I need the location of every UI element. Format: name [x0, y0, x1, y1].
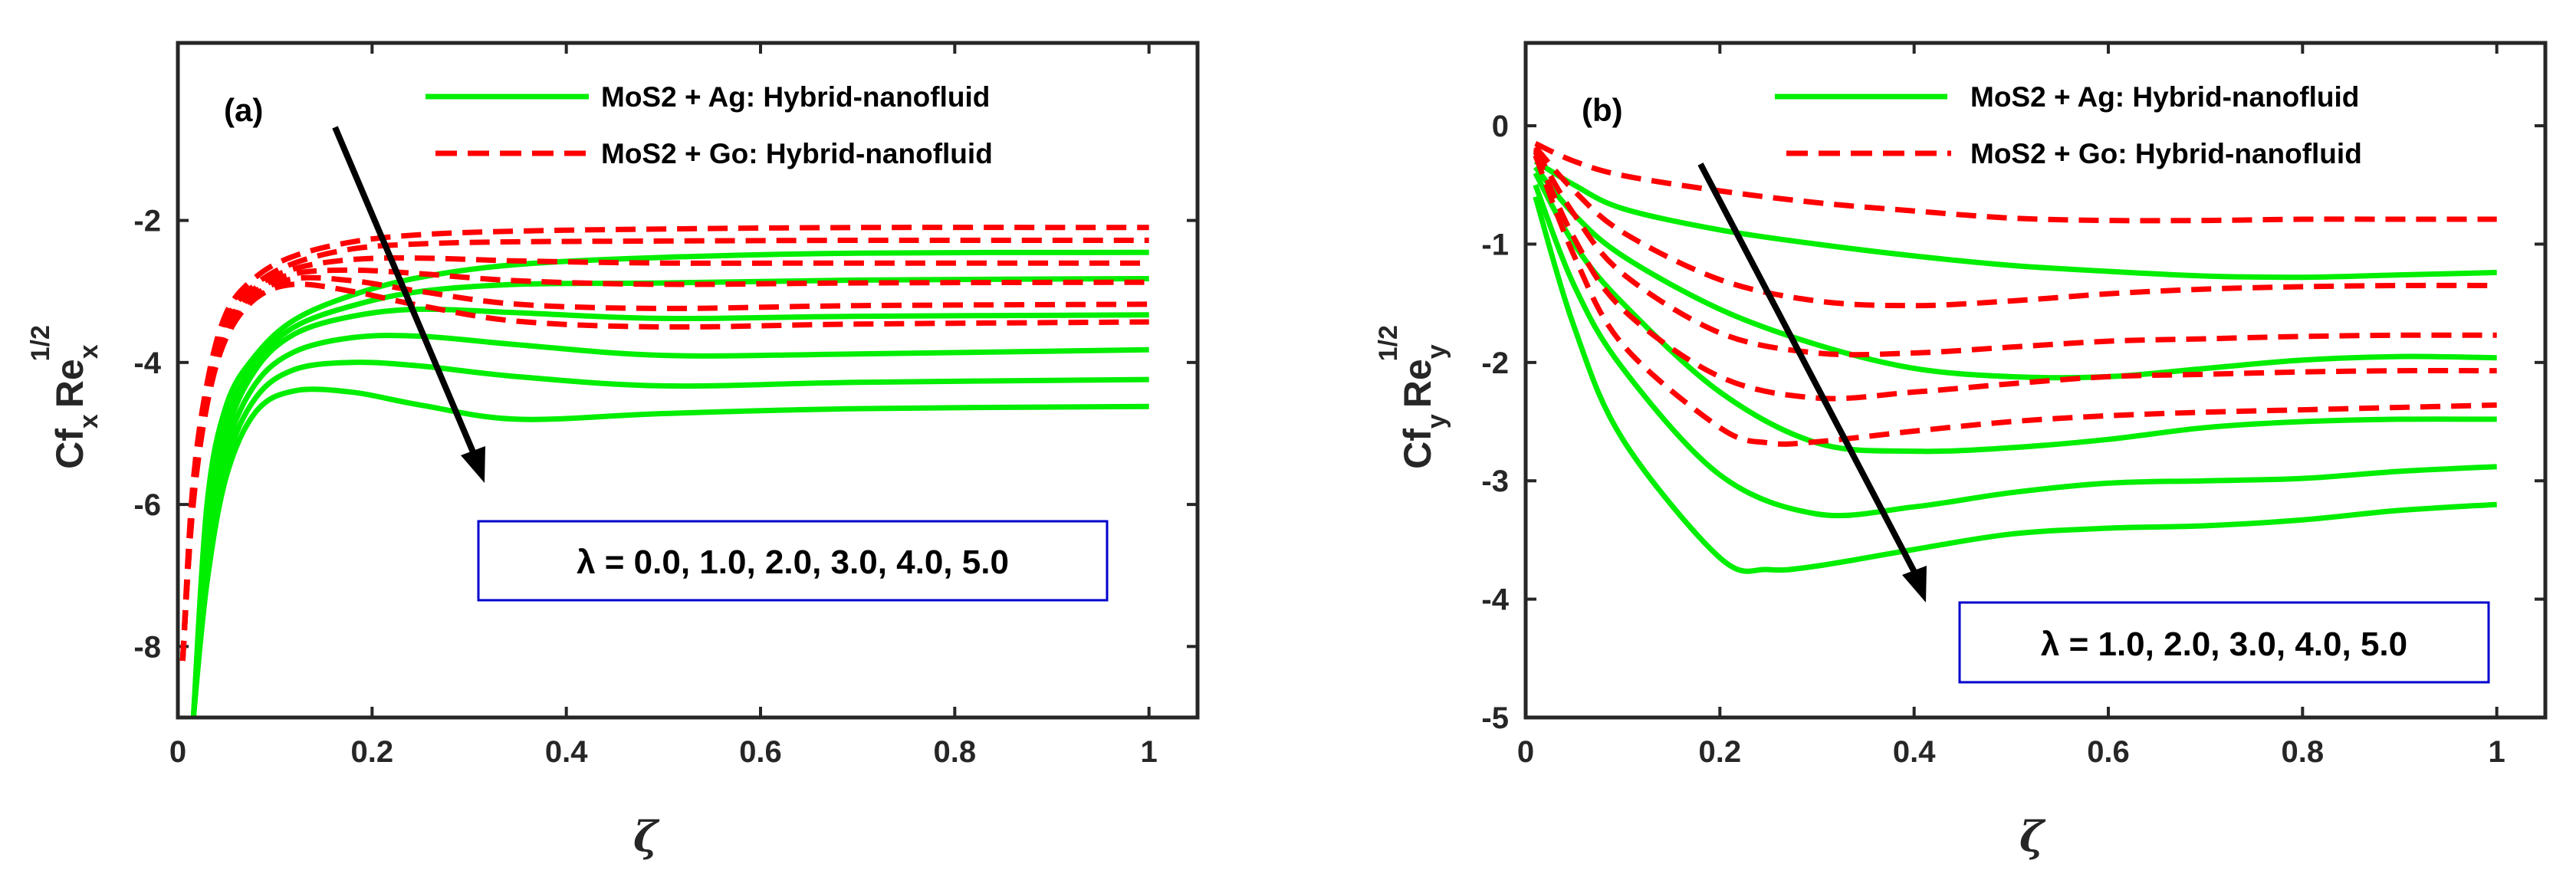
panel-a-ytick-label: -8	[133, 630, 161, 664]
legend-go-label: MoS2 + Go: Hybrid-nanofluid	[601, 138, 993, 169]
panel-b-series-ag	[1533, 195, 2497, 574]
legend-go-label: MoS2 + Go: Hybrid-nanofluid	[1970, 138, 2362, 169]
panel-a-series-go	[179, 237, 1149, 662]
panel-b-xtick-label: 0.4	[1893, 735, 1936, 769]
panel-b-xtick-label: 1	[2489, 735, 2505, 769]
panel-a-xtick-label: 1	[1141, 735, 1158, 769]
panel-a-lines	[179, 225, 1149, 718]
panel-a-arrow-head	[461, 446, 485, 483]
panel-a-series-ag	[190, 276, 1149, 718]
panel-b-arrow-head	[1902, 566, 1927, 603]
panel-b: (b) CfyRey1/2 ζ 0 0.2 0.4 0.6 0.8 1 -5 -4 -3 -2 -1…	[1374, 41, 2548, 861]
panel-b-ytick-label: -2	[1481, 346, 1509, 380]
panel-b-series-ag	[1533, 184, 2497, 519]
panel-b-lambda-box	[1958, 601, 2490, 684]
panel-b-axes-box	[1523, 41, 2548, 720]
panel-a-legend: MoS2 + Ag: Hybrid-nanofluid MoS2 + Go: H…	[426, 81, 993, 169]
panel-b-series-go	[1533, 150, 2497, 402]
panel-a: (a) CfxRex1/2 ζ 0 0.2 0.4 0.6 0.8 1 -8 -6 -4 -2 M…	[26, 41, 1200, 861]
panel-b-ytick-label: 0	[1492, 110, 1509, 143]
panel-a-ytick-label: -4	[133, 346, 161, 380]
panel-a-xtick-label: 0.8	[934, 735, 977, 769]
panel-a-lambda-text: λ = 0.0, 1.0, 2.0, 3.0, 4.0, 5.0	[577, 543, 1009, 581]
panel-b-ytick-label: -1	[1481, 228, 1509, 261]
panel-b-ytick-label: -4	[1481, 583, 1509, 617]
panel-a-xtick-label: 0	[169, 735, 186, 769]
legend-ag-label: MoS2 + Ag: Hybrid-nanofluid	[1970, 81, 2359, 113]
panel-b-arrow-shaft	[1697, 163, 1918, 575]
panel-a-series-ag	[190, 306, 1149, 718]
panel-a-lambda-box	[477, 520, 1109, 602]
panel-a-ytick-label: -6	[133, 488, 161, 522]
panel-b-ticks: 0 0.2 0.4 0.6 0.8 1 -5 -4 -3 -2 -1 0	[1481, 43, 2545, 769]
panel-a-xtick-label: 0.4	[545, 735, 588, 769]
panel-a-ticks: 0 0.2 0.4 0.6 0.8 1 -8 -6 -4 -2	[133, 43, 1198, 769]
panel-a-arrow-shaft	[332, 126, 477, 455]
panel-b-legend: MoS2 + Ag: Hybrid-nanofluid MoS2 + Go: H…	[1775, 81, 2362, 169]
panel-a-series-ag	[190, 333, 1149, 718]
panel-b-xlabel: ζ	[2019, 812, 2046, 861]
panel-b-series-go	[1533, 145, 2497, 309]
panel-a-xtick-label: 0.2	[351, 735, 394, 769]
panel-a-series-go	[179, 274, 1149, 662]
panel-b-series-ag	[1533, 165, 2497, 381]
panel-b-series-go	[1534, 141, 2497, 224]
panel-a-label: (a)	[224, 92, 263, 128]
panel-b-ytick-label: -5	[1481, 701, 1509, 735]
panel-a-series-ag	[190, 249, 1149, 718]
panel-b-xtick-label: 0.6	[2087, 735, 2130, 769]
panel-b-series-go	[1533, 154, 2497, 447]
panel-a-ylabel: CfxRex1/2	[26, 325, 104, 469]
panel-b-series-go	[1533, 148, 2497, 358]
panel-b-label: (b)	[1582, 92, 1623, 128]
panel-a-series-ag	[190, 360, 1149, 718]
panel-a-ytick-label: -2	[133, 205, 161, 238]
panel-b-series-ag	[1533, 172, 2497, 455]
panel-a-series-go	[179, 281, 1149, 662]
panel-a-axes-box	[176, 41, 1200, 720]
panel-b-lines	[1533, 141, 2497, 574]
panel-a-xlabel: ζ	[633, 812, 660, 861]
panel-b-xtick-label: 0.8	[2282, 735, 2325, 769]
legend-ag-label: MoS2 + Ag: Hybrid-nanofluid	[601, 81, 990, 113]
panel-a-series-ag	[190, 386, 1149, 718]
panel-b-lambda-text: λ = 1.0, 2.0, 3.0, 4.0, 5.0	[2041, 626, 2407, 663]
panel-b-xtick-label: 0.2	[1699, 735, 1742, 769]
panel-a-series-go	[179, 267, 1149, 662]
panel-b-ylabel: CfyRey1/2	[1374, 325, 1451, 469]
panel-a-xtick-label: 0.6	[739, 735, 782, 769]
panel-b-ytick-label: -3	[1481, 465, 1509, 498]
panel-b-xtick-label: 0	[1517, 735, 1534, 769]
panel-b-series-ag	[1533, 159, 2497, 281]
